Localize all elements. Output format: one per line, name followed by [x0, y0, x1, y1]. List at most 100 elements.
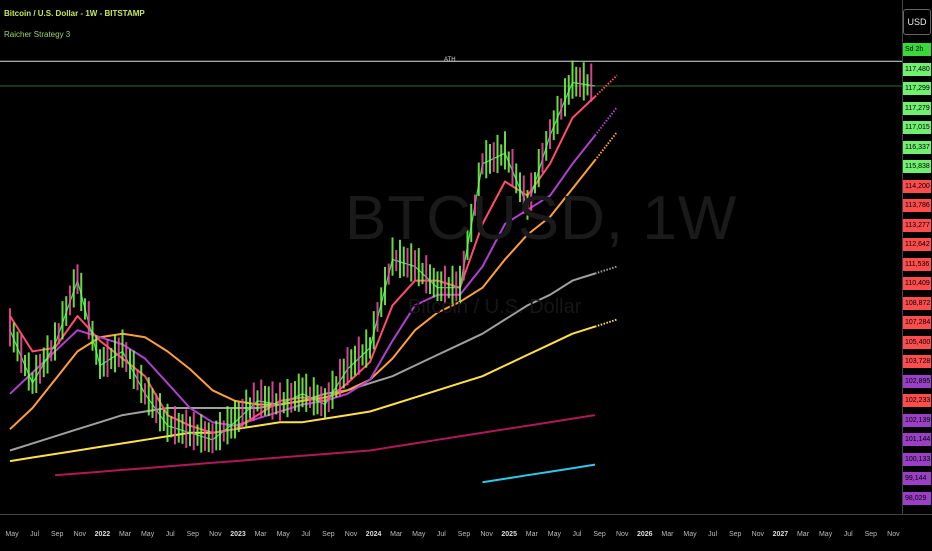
price-label: 108,872 [903, 296, 931, 310]
price-candle [31, 372, 34, 394]
price-candle [219, 412, 221, 451]
time-axis-month-tick: Nov [751, 531, 765, 538]
price-candle [395, 249, 398, 272]
price-label: 117,015 [903, 121, 931, 134]
series-projection-3 [594, 131, 618, 161]
price-label: 107,284 [903, 316, 931, 329]
price-candle [474, 194, 476, 216]
time-axis-month-tick: Jul [165, 531, 175, 538]
time-axis-month-tick: Mar [661, 531, 674, 538]
price-candle [425, 255, 428, 294]
price-label: 114,200 [903, 179, 931, 193]
price-candle [185, 409, 188, 448]
price-candle [429, 264, 431, 295]
price-candle [249, 397, 251, 419]
price-candle [354, 345, 356, 376]
price-candle [159, 393, 161, 432]
price-candle [466, 230, 469, 260]
strategy-legend[interactable]: Raicher Strategy 3 [4, 30, 71, 39]
price-candle [264, 385, 266, 416]
time-axis[interactable]: May Jul Sep Nov 2022 Mar May Jul Sep Nov 2023 Mar Ma… [0, 514, 932, 551]
time-axis-year-tick: 2022 [94, 531, 111, 538]
series-line-7 [482, 463, 596, 484]
price-candle [537, 148, 540, 188]
time-axis-month-tick: May [683, 531, 697, 538]
price-axis[interactable] [902, 0, 932, 514]
price-candle [477, 162, 480, 201]
price-label: 102,233 [903, 394, 931, 407]
price-candle [436, 271, 439, 302]
time-axis-year-tick: 2027 [772, 531, 789, 538]
price-candle [282, 392, 285, 414]
price-candle [9, 308, 11, 347]
price-candle [192, 412, 195, 451]
price-candle [500, 144, 503, 166]
price-candle [369, 337, 371, 359]
price-candle [87, 301, 90, 340]
price-candle [72, 269, 75, 308]
price-candle [117, 337, 120, 368]
price-candle [144, 383, 146, 405]
price-candle [234, 400, 236, 439]
price-candle [39, 353, 41, 384]
price-candle [361, 344, 364, 366]
price-candle [459, 265, 461, 304]
chart-plot-area[interactable] [0, 0, 902, 514]
price-candle [106, 338, 109, 378]
price-label: 117,480 [903, 62, 931, 76]
price-candle [279, 382, 281, 421]
price-candle [376, 302, 379, 332]
price-candle [496, 134, 499, 174]
price-candle [136, 369, 139, 391]
time-axis-month-tick: Mar [118, 531, 132, 538]
price-candle [57, 323, 60, 345]
time-axis-month-tick: Sep [322, 531, 335, 538]
time-axis-month-tick: Jul [436, 531, 446, 538]
price-candle [421, 262, 424, 285]
price-candle [552, 110, 555, 141]
price-candle [346, 347, 349, 386]
price-candle [24, 354, 26, 377]
price-candle [406, 247, 409, 278]
price-candle [309, 386, 311, 408]
price-candle [110, 347, 113, 370]
price-candle [286, 378, 289, 418]
currency-button[interactable]: USD [903, 9, 931, 35]
price-candle [515, 163, 518, 194]
ath-label: ATH [444, 57, 456, 64]
time-axis-month-tick: May [5, 531, 19, 538]
price-candle [417, 248, 420, 287]
price-label: 112,642 [903, 238, 931, 251]
price-label: 102,139 [903, 413, 931, 427]
price-candle [129, 349, 131, 379]
price-candle [260, 379, 263, 418]
price-candle [485, 140, 488, 179]
price-candle [372, 311, 375, 350]
time-axis-month-tick: Sep [457, 531, 471, 538]
time-axis-month-tick: Mar [796, 531, 810, 538]
price-candle [511, 148, 514, 188]
price-label: 117,279 [903, 101, 931, 115]
price-candle [189, 416, 191, 447]
price-candle [297, 373, 300, 412]
time-axis-year-tick: 2025 [501, 531, 517, 538]
price-candle [335, 376, 338, 398]
price-candle [275, 393, 278, 415]
price-chart[interactable] [0, 0, 902, 514]
price-candle [230, 408, 233, 439]
symbol-watermark: BTCUSD, 1W [345, 184, 738, 253]
price-candle [387, 263, 390, 285]
price-candle [241, 398, 244, 429]
time-axis-month-tick: Nov [887, 531, 900, 538]
price-candle [226, 406, 229, 445]
price-label: 98,029 [903, 491, 931, 505]
chart-title[interactable]: Bitcoin / U.S. Dollar - 1W - BITSTAMP [4, 9, 145, 18]
price-candle [339, 358, 341, 398]
price-candle [489, 144, 491, 174]
price-candle [331, 370, 334, 409]
price-candle [582, 62, 585, 101]
time-axis-month-tick: Sep [50, 531, 64, 538]
series-projection-5 [594, 318, 618, 328]
price-candle [245, 389, 248, 428]
price-candle [324, 388, 326, 418]
